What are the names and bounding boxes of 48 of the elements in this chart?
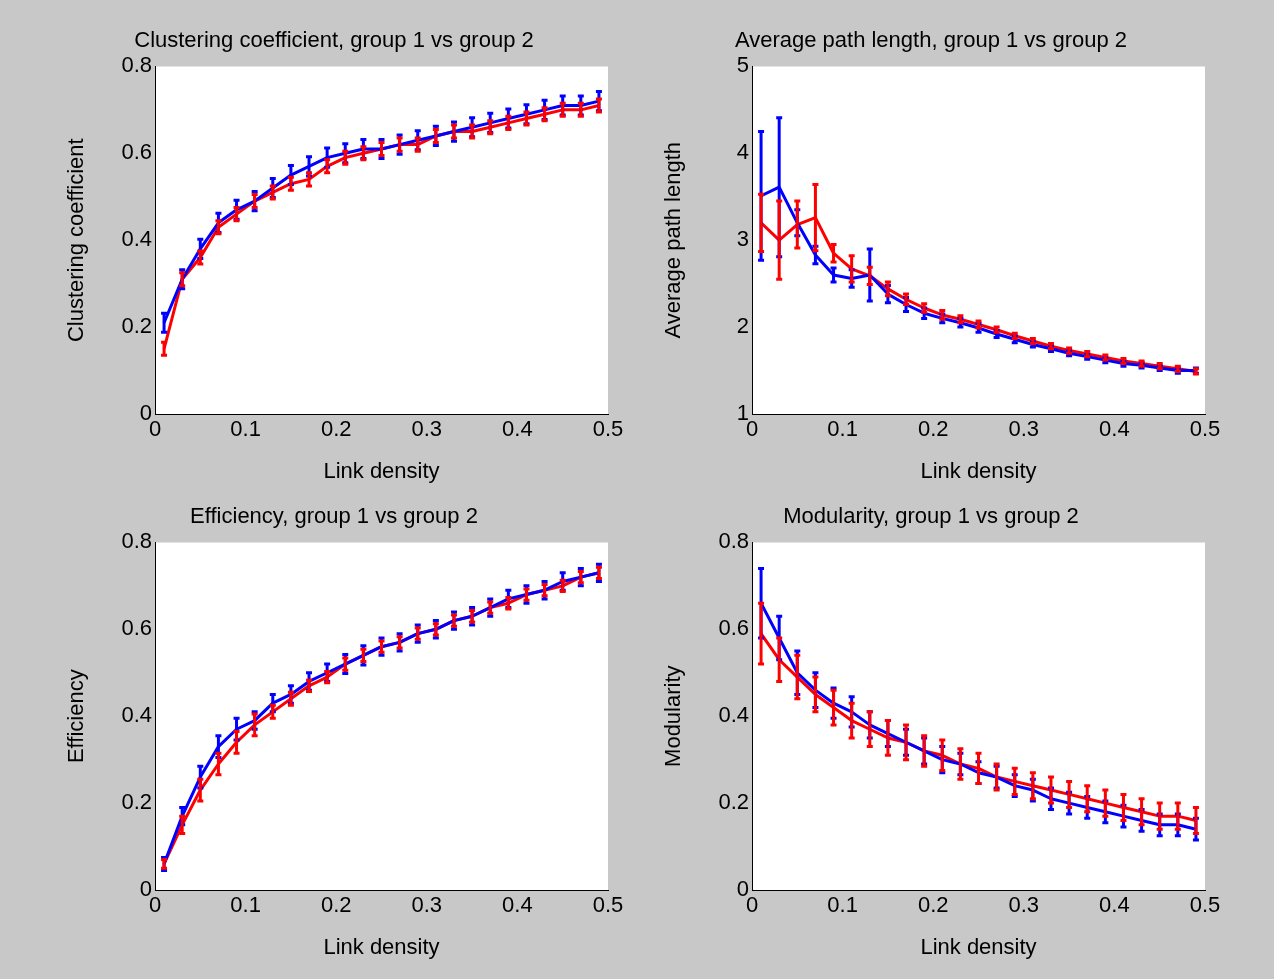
x-tick-label: 0.1	[230, 892, 261, 918]
x-tick-label: 0.1	[827, 892, 858, 918]
y-tick-label: 2	[736, 313, 749, 339]
y-tick-label: 0.6	[718, 615, 749, 641]
chart-title: Modularity, group 1 vs group 2	[783, 503, 1079, 529]
y-tick-label: 0.4	[121, 702, 152, 728]
x-tick-label: 0.1	[827, 416, 858, 442]
x-tick-label: 0.2	[917, 892, 949, 918]
x-tick-label: 0.5	[1189, 416, 1221, 442]
x-tick-label: 0.4	[1099, 416, 1130, 442]
y-tick-label: 0.2	[121, 313, 152, 339]
y-tick-label: 0.8	[121, 528, 152, 554]
y-axis-title: Average path length	[660, 141, 686, 339]
y-tick-label: 0.8	[121, 52, 152, 78]
x-tick-label: 0.5	[1189, 892, 1221, 918]
x-axis-title: Link density	[323, 457, 440, 483]
y-axis-title: Modularity	[660, 665, 686, 767]
x-tick-label: 0.3	[1008, 892, 1040, 918]
x-tick-label: 0.3	[1008, 416, 1040, 442]
y-tick-label: 0.2	[121, 789, 152, 815]
y-tick-label: 0.4	[121, 226, 152, 252]
chart-title: Average path length, group 1 vs group 2	[734, 27, 1128, 53]
y-tick-label: 5	[736, 52, 749, 78]
y-axis-title: Efficiency	[63, 669, 89, 764]
x-tick-label: 0.3	[411, 416, 443, 442]
x-tick-label: 0.2	[320, 416, 352, 442]
y-tick-label: 0.8	[718, 528, 749, 554]
x-tick-label: 0.5	[592, 892, 624, 918]
x-tick-label: 0.2	[917, 416, 949, 442]
y-tick-label: 4	[736, 139, 749, 165]
chart-title: Clustering coefficient, group 1 vs group 2	[134, 27, 534, 53]
y-tick-label: 0.4	[718, 702, 749, 728]
x-axis-title: Link density	[323, 933, 440, 959]
x-axis-title: Link density	[920, 933, 1037, 959]
y-tick-label: 0.6	[121, 615, 152, 641]
x-tick-label: 0.4	[502, 892, 533, 918]
y-axis-title: Clustering coefficient	[63, 138, 89, 343]
x-tick-label: 0.2	[320, 892, 352, 918]
x-tick-label: 0.1	[230, 416, 261, 442]
y-tick-label: 3	[736, 226, 749, 252]
x-tick-label: 0.4	[1099, 892, 1130, 918]
x-tick-label: 0.3	[411, 892, 443, 918]
x-tick-label: 0.5	[592, 416, 624, 442]
x-axis-title: Link density	[920, 457, 1037, 483]
x-tick-label: 0.4	[502, 416, 533, 442]
y-tick-label: 0.6	[121, 139, 152, 165]
chart-title: Efficiency, group 1 vs group 2	[190, 503, 478, 529]
y-tick-label: 0.2	[718, 789, 749, 815]
